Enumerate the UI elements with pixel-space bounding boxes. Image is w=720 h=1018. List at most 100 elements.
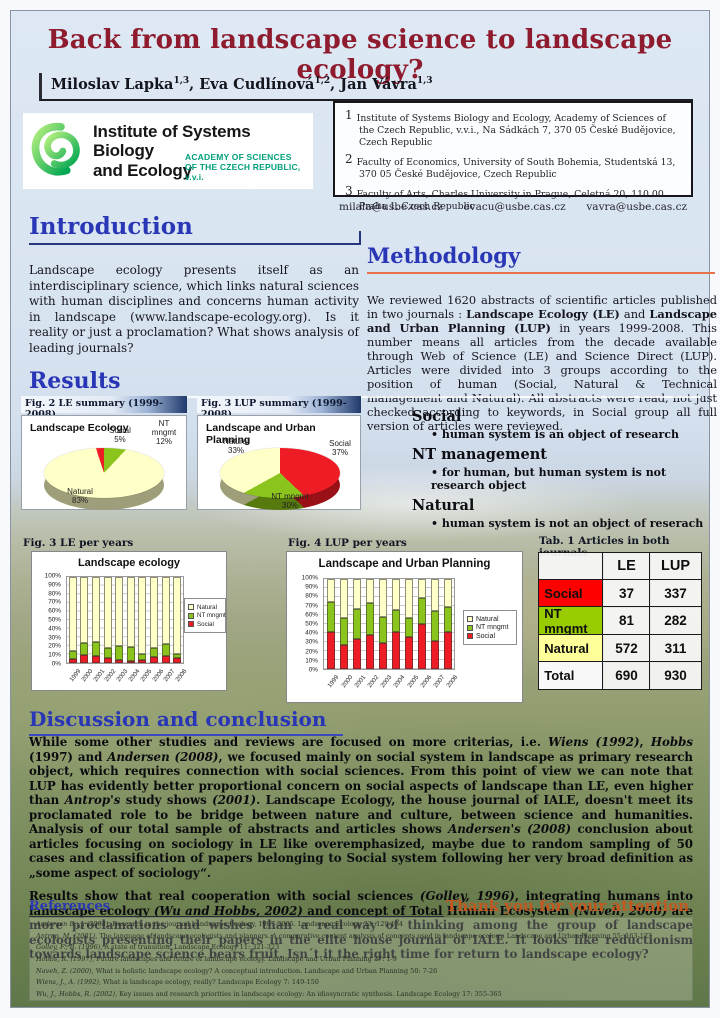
- stacked-bar-2000: [80, 577, 89, 663]
- text-segment: and concept of Total Human Ecosystem: [302, 903, 574, 918]
- stacked-bar-2004: [391, 579, 400, 669]
- bar-segment: [352, 608, 361, 640]
- methodology-heading: Methodology: [367, 243, 715, 274]
- stacked-bar-2002: [103, 577, 112, 663]
- y-tick-label: 10%: [48, 651, 61, 659]
- reference-text: , Future landscapes and future of landsc…: [92, 954, 397, 963]
- introduction-text: Landscape ecology presents itself as an …: [29, 263, 359, 355]
- table-value-cell: 572: [602, 633, 651, 663]
- legend-item: Natural: [467, 616, 513, 623]
- y-tick-label: 90%: [48, 581, 61, 589]
- reference-entry: Hobbs, R. (1997), Future landscapes and …: [36, 954, 686, 963]
- legend-item: NT mngmt: [188, 612, 226, 619]
- fig4-caption: Fig. 4 LUP per years: [288, 537, 407, 549]
- bar-segment: [326, 601, 335, 633]
- y-tick-label: 60%: [48, 607, 61, 615]
- introduction-heading: Introduction: [29, 213, 361, 245]
- bar-segment: [103, 647, 112, 658]
- text-segment: , integrating humans into landscape ecol…: [29, 889, 693, 918]
- bar-segment: [149, 577, 158, 649]
- class-bullet: • human system is an object of research: [431, 428, 680, 441]
- author-affiliation-sup: 1,3: [416, 76, 433, 87]
- author-email: vavra@usbe.cas.cz: [586, 201, 687, 213]
- bar-segment: [68, 650, 77, 659]
- author-emails: milala@usbe.cas.cz evacu@usbe.cas.cz vavra…: [333, 201, 693, 213]
- class-bullet: • human system is not an object of reser…: [431, 517, 704, 530]
- y-tick-label: 10%: [305, 657, 318, 665]
- bar-segment: [161, 656, 170, 663]
- stacked-bar-2001: [352, 579, 361, 669]
- reference-text: , A state of transition. Landscape Ecolo…: [100, 943, 280, 952]
- bar-segment: [443, 606, 452, 633]
- poster-title: Back from landscape science to landscape…: [47, 25, 673, 85]
- bar-segment: [352, 579, 361, 609]
- bar-segment: [115, 577, 124, 646]
- table-header-cell: [538, 552, 604, 581]
- methodology-text-part: in years 1999-2008. This number means al…: [367, 321, 717, 433]
- y-tick-label: 40%: [305, 629, 318, 637]
- text-segment: Andersen (2008): [107, 749, 219, 764]
- bar-segment: [443, 632, 452, 669]
- bar-segment: [391, 609, 400, 633]
- discussion-text: While some other studies and reviews are…: [29, 735, 693, 971]
- text-segment: While some other studies and reviews are…: [29, 735, 549, 749]
- bar-segment: [161, 644, 170, 657]
- reference-authors: Golley, F., B. (1996): [36, 943, 101, 952]
- affiliation-number: 3: [345, 184, 353, 199]
- pie-slice-label: NT mngmt 30%: [271, 491, 309, 510]
- bar-segment: [404, 617, 413, 637]
- pie-3d: [44, 448, 164, 510]
- y-tick-label: 40%: [48, 625, 61, 633]
- text-segment: (Golley, 1996): [419, 889, 515, 903]
- poster: Back from landscape science to landscape…: [10, 10, 717, 1008]
- affiliation-entry: 3 Faculty of Arts, Charles University in …: [345, 184, 683, 213]
- y-tick-label: 90%: [305, 583, 318, 591]
- x-tick: 2008: [442, 671, 460, 697]
- stacked-bar-2007: [430, 579, 439, 669]
- bar-segment: [149, 656, 158, 663]
- text-segment: Wiens (1992): [548, 735, 640, 749]
- separator: ,: [189, 76, 200, 93]
- x-tick: 2003: [376, 671, 394, 697]
- legend-item: Social: [467, 633, 513, 640]
- bar-segment: [173, 577, 182, 655]
- legend-color-chip: [467, 633, 473, 639]
- legend-item: NT mngmt: [467, 624, 513, 631]
- text-segment: are more proclamations and wishes than a…: [29, 903, 693, 962]
- class-name: Natural: [412, 497, 475, 514]
- reference-text: , What is holistic landscape ecology? A …: [91, 966, 438, 975]
- reference-entry: Antrop, M. (2001), The language of lands…: [36, 932, 686, 940]
- legend-label: Natural: [197, 603, 217, 611]
- affiliation-number: 2: [345, 152, 353, 167]
- bar-segment: [352, 639, 361, 669]
- y-axis-labels: 100% 90% 80% 70% 60% 50% 40% 30% 20% 10% 0%: [287, 574, 321, 674]
- stacked-bar-2005: [138, 577, 147, 663]
- legend-label: NT mngmt: [197, 612, 226, 619]
- y-tick-label: 100%: [301, 574, 318, 582]
- text-segment: conclusion about articles focusing on so…: [29, 822, 693, 880]
- logo-sub2: OF THE CZECH REPUBLIC, v.v.i.: [185, 162, 301, 182]
- y-tick-label: 60%: [305, 611, 318, 619]
- institute-logo: Institute of Systems Biology and Ecology…: [23, 113, 313, 189]
- bar-segment: [91, 641, 100, 657]
- isbe-swirl-icon: [31, 122, 80, 176]
- reference-authors: Hobbs, R. (1997): [36, 954, 93, 963]
- table-value-cell: 282: [649, 606, 702, 636]
- bar-segment: [339, 617, 348, 645]
- methodology-text-part: We reviewed 1620 abstracts of scientific…: [367, 293, 717, 322]
- legend-item: Natural: [188, 604, 222, 611]
- x-tick: 2008: [172, 665, 188, 689]
- author-email: evacu@usbe.cas.cz: [463, 201, 566, 213]
- table-row-label: Social: [538, 578, 604, 608]
- plot-area: [323, 578, 455, 670]
- text-segment: Andersen's (2008): [448, 822, 572, 836]
- bar-segment: [378, 616, 387, 643]
- logo-sub1: ACADEMY OF SCIENCES: [185, 152, 292, 163]
- x-tick: 2001: [349, 671, 367, 697]
- stacked-bar-1999: [326, 579, 335, 669]
- logo-subtitle: ACADEMY OF SCIENCES OF THE CZECH REPUBLI…: [185, 153, 307, 182]
- bar-segment: [68, 577, 77, 651]
- bar-segment: [126, 661, 135, 663]
- y-tick-label: 30%: [305, 638, 318, 646]
- affiliation-number: 1: [345, 108, 353, 122]
